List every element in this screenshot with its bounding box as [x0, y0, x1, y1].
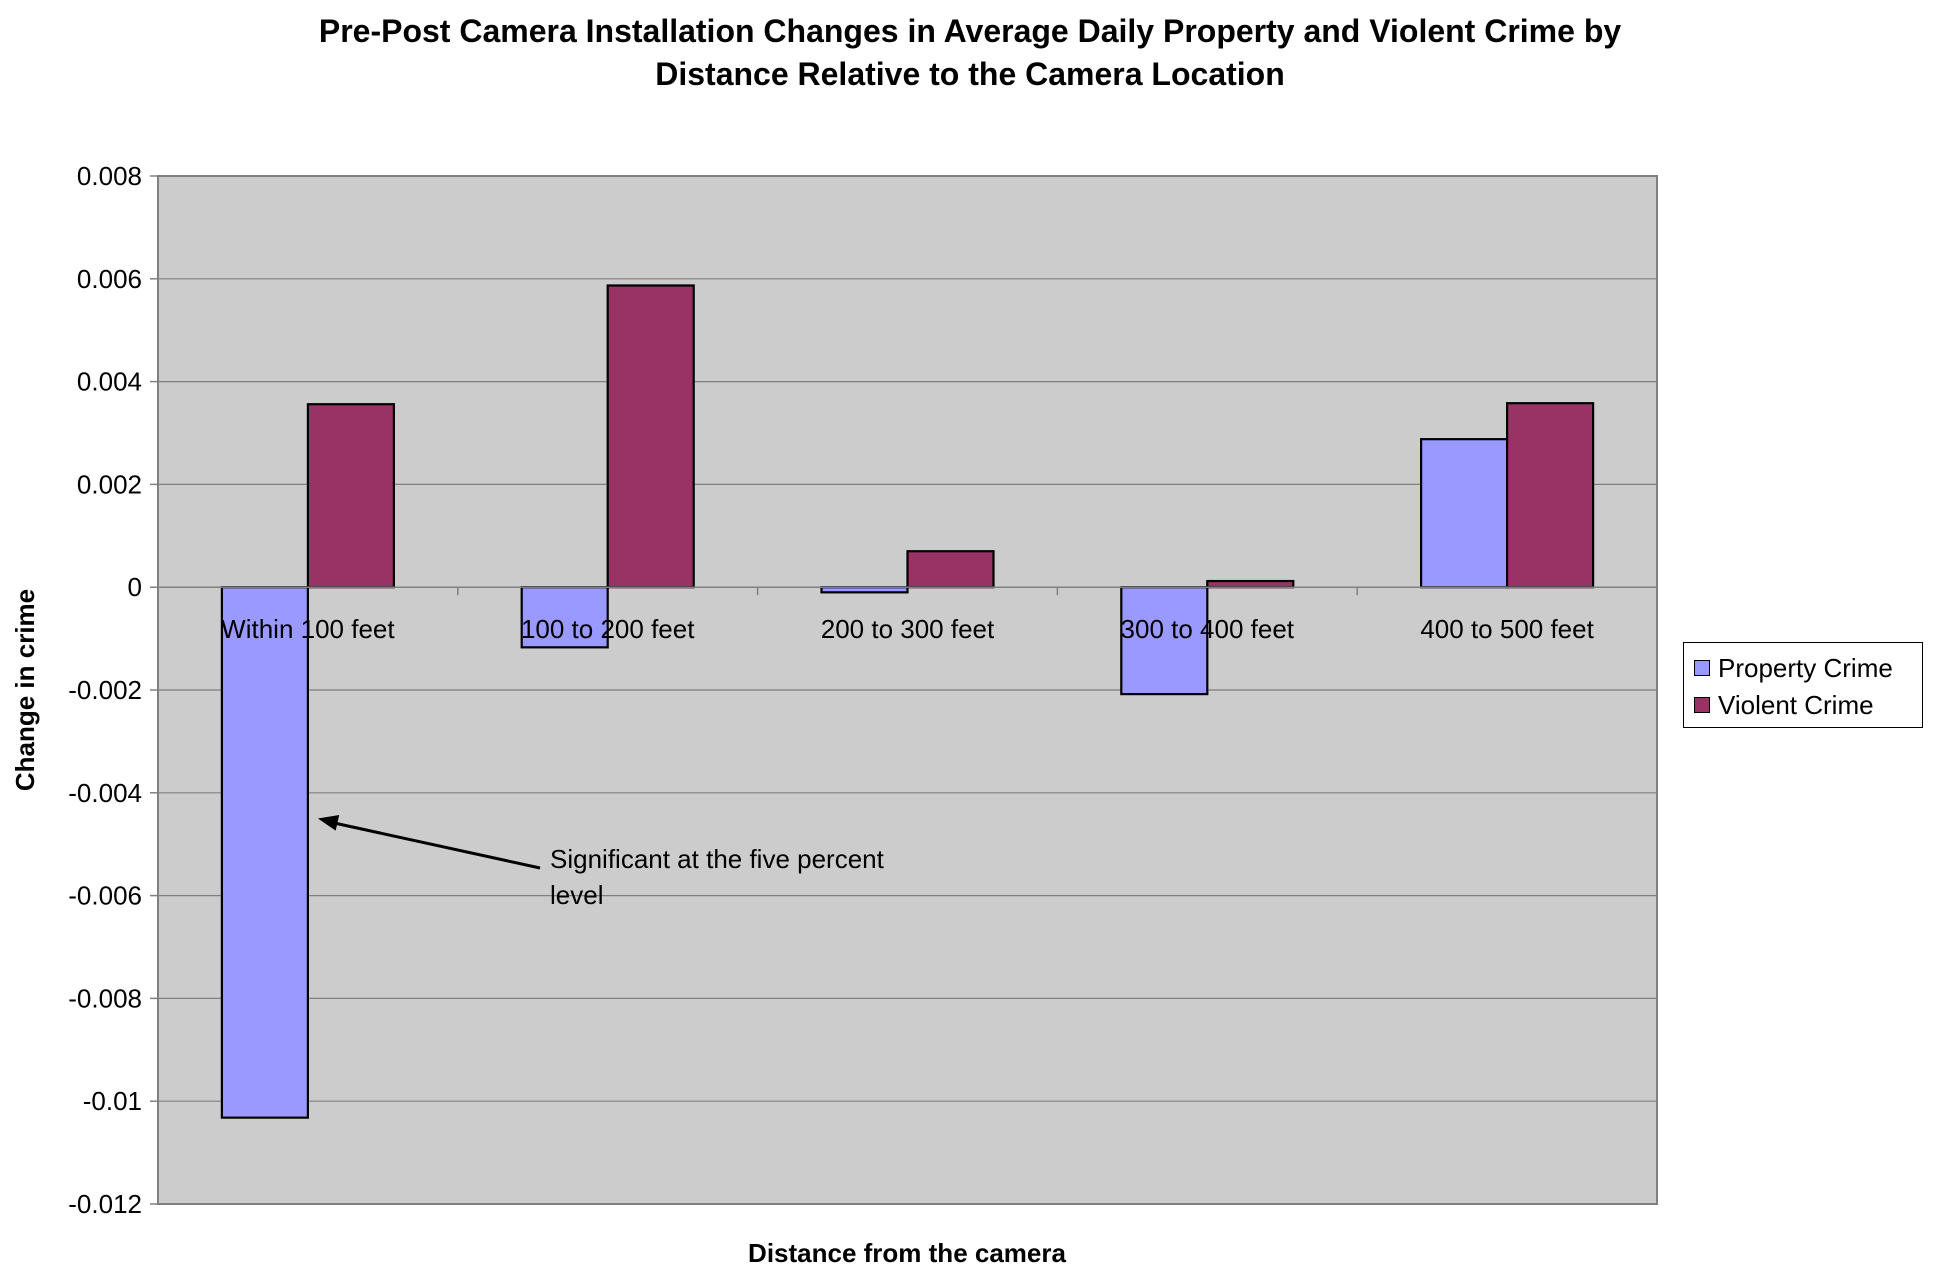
annotation-arrow-line	[331, 821, 541, 870]
chart-title-line-1: Pre-Post Camera Installation Changes in …	[318, 13, 1622, 49]
x-axis: Within 100 feet 100 to 200 feet 200 to 300…	[158, 586, 1657, 644]
bar-violent-crime	[306, 403, 395, 589]
legend-swatch-violent-crime	[1694, 697, 1710, 713]
y-axis-title: Change in crime	[10, 589, 40, 791]
x-tick-label: 300 to 400 feet	[1121, 614, 1295, 644]
bar-violent-crime	[606, 284, 695, 589]
bar-violent-crime	[1206, 579, 1295, 589]
x-tick-label: 200 to 300 feet	[821, 614, 995, 644]
bar-property-crime	[1419, 438, 1509, 589]
legend-label-violent-crime: Violent Crime	[1718, 689, 1874, 720]
x-tick-label: Within 100 feet	[221, 614, 395, 644]
legend-item-violent-crime: Violent Crime	[1694, 688, 1874, 722]
y-tick-label: -0.006	[68, 881, 142, 911]
y-tick-label: -0.002	[68, 675, 142, 705]
bar-property-crime	[220, 586, 309, 1119]
annotation-text: level	[550, 880, 603, 910]
annotation-arrow-head	[317, 815, 340, 831]
annotation: Significant at the five percent level	[317, 815, 885, 910]
y-tick-label: -0.008	[68, 983, 142, 1013]
chart-title: Pre-Post Camera Installation Changes in …	[0, 10, 1940, 96]
y-tick-label: -0.004	[68, 778, 142, 808]
y-tick-label: -0.01	[83, 1086, 142, 1116]
x-tick-label: 400 to 500 feet	[1420, 614, 1594, 644]
legend-item-property-crime: Property Crime	[1694, 651, 1893, 685]
y-tick-label: 0.006	[77, 264, 142, 294]
y-tick-label: 0.002	[77, 469, 142, 499]
annotation-text: Significant at the five percent	[550, 844, 885, 874]
y-tick-label: 0.008	[77, 161, 142, 191]
legend-swatch-property-crime	[1694, 660, 1710, 676]
bar-property-crime	[520, 586, 609, 649]
x-tick-label: 100 to 200 feet	[521, 614, 695, 644]
legend: Property Crime Violent Crime	[1683, 642, 1923, 728]
bar-violent-crime	[1505, 402, 1595, 589]
y-tick-label: 0.004	[77, 367, 142, 397]
y-axis: 0.008 0.006 0.004 0.002 0 -0.002 -0.004 -0.006 -…	[68, 161, 158, 1219]
y-tick-label: -0.012	[68, 1189, 142, 1219]
chart-title-line-2: Distance Relative to the Camera Location	[655, 56, 1285, 92]
y-tick-label: 0	[128, 572, 142, 602]
bar-property-crime	[820, 586, 909, 594]
bar-violent-crime	[906, 550, 995, 589]
legend-label-property-crime: Property Crime	[1718, 652, 1893, 683]
x-axis-title: Distance from the camera	[748, 1238, 1066, 1265]
